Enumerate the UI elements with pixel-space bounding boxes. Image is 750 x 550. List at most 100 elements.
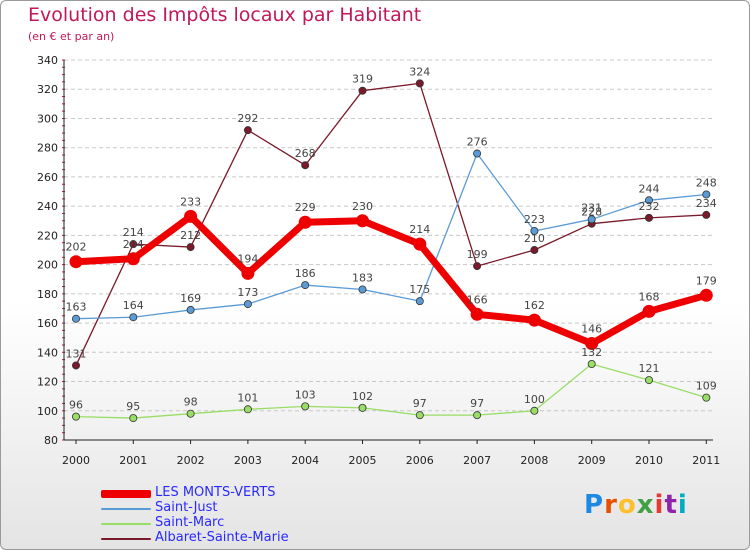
data-point (415, 297, 424, 306)
data-label: 232 (639, 200, 660, 213)
data-label: 248 (696, 176, 717, 189)
data-label: 229 (295, 201, 316, 214)
data-point (585, 337, 599, 351)
data-point (243, 405, 252, 414)
data-label: 324 (409, 65, 430, 78)
data-point (527, 313, 541, 327)
data-point (413, 237, 427, 251)
data-label: 168 (639, 290, 660, 303)
data-label: 97 (413, 397, 427, 410)
x-tick-label: 2011 (692, 454, 720, 467)
data-point (645, 376, 654, 385)
data-point (358, 403, 367, 412)
series-line (75, 152, 707, 320)
data-label: 169 (180, 292, 201, 305)
data-point (702, 210, 711, 219)
legend-label: Albaret-Sainte-Marie (155, 530, 289, 545)
data-point (243, 300, 252, 309)
x-tick-label: 2003 (234, 454, 262, 467)
legend-swatch (101, 523, 151, 525)
data-point (530, 245, 539, 254)
data-label: 175 (409, 283, 430, 296)
y-tick-label: 100 (37, 405, 58, 418)
data-point (129, 240, 138, 249)
x-tick-label: 2010 (635, 454, 663, 467)
y-tick-label: 140 (37, 346, 58, 359)
data-label: 97 (470, 397, 484, 410)
legend-item: Saint-Just (101, 500, 361, 516)
data-point (184, 209, 198, 223)
legend-label: Saint-Just (155, 500, 218, 515)
data-label: 163 (66, 301, 87, 314)
legend-item: LES MONTS-VERTS (101, 485, 361, 501)
x-tick-label: 2001 (119, 454, 147, 467)
data-label: 103 (295, 388, 316, 401)
data-label: 121 (639, 362, 660, 375)
data-label: 101 (237, 391, 258, 404)
data-label: 231 (581, 201, 602, 214)
data-label: 223 (524, 213, 545, 226)
logo-letter: P (584, 490, 605, 520)
data-label: 162 (524, 299, 545, 312)
x-tick-label: 2008 (520, 454, 548, 467)
grid (64, 59, 713, 412)
data-label: 194 (237, 252, 258, 265)
data-label: 173 (237, 286, 258, 299)
data-label: 166 (467, 293, 488, 306)
data-point (301, 281, 310, 290)
data-label: 100 (524, 393, 545, 406)
data-point (72, 412, 81, 421)
data-label: 183 (352, 271, 373, 284)
axes: 80 100 120 140 160 180 200 220 240 260 280 300 320 34… (37, 54, 720, 467)
x-tick-label: 2000 (62, 454, 90, 467)
data-label: 234 (696, 197, 717, 210)
data-point (415, 411, 424, 420)
data-point (358, 285, 367, 294)
data-point (473, 262, 482, 271)
data-label: 199 (467, 248, 488, 261)
x-tick-label: 2009 (578, 454, 606, 467)
y-tick-label: 300 (37, 112, 58, 125)
data-point (470, 307, 484, 321)
legend-item: Saint-Marc (101, 515, 361, 531)
data-point (301, 402, 310, 411)
data-point (72, 314, 81, 323)
legend-item: Albaret-Sainte-Marie (101, 530, 361, 546)
data-label: 96 (69, 399, 83, 412)
data-point (358, 86, 367, 95)
data-point (298, 215, 312, 229)
logo-letter: o (617, 490, 637, 520)
data-point (301, 161, 310, 170)
logo-letter: x (636, 490, 655, 520)
proxiti-logo: Proxiti (584, 490, 688, 520)
data-label: 146 (581, 323, 602, 336)
y-tick-label: 260 (37, 171, 58, 184)
data-point (587, 215, 596, 224)
legend: LES MONTS-VERTS Saint-Just Saint-Marc Al… (101, 485, 361, 546)
chart-title: Evolution des Impôts locaux par Habitant (28, 4, 422, 26)
data-label: 179 (696, 274, 717, 287)
chart-subtitle: (en € et par an) (28, 30, 115, 43)
data-label: 268 (295, 147, 316, 160)
logo-letter: r (604, 490, 618, 520)
data-point (69, 255, 83, 269)
legend-label: Saint-Marc (155, 515, 225, 530)
data-point (642, 304, 656, 318)
y-tick-label: 220 (37, 229, 58, 242)
y-tick-label: 180 (37, 288, 58, 301)
y-tick-label: 280 (37, 142, 58, 155)
logo-letter: i (677, 490, 688, 520)
logo-letter: i (654, 490, 665, 520)
data-point (186, 243, 195, 252)
data-point (186, 305, 195, 314)
data-point (129, 313, 138, 322)
data-point (702, 190, 711, 199)
x-tick-label: 2007 (463, 454, 491, 467)
y-tick-label: 80 (44, 434, 58, 447)
data-label: 212 (180, 229, 201, 242)
logo-letter: t (664, 490, 678, 520)
data-label: 210 (524, 232, 545, 245)
series-line (75, 82, 707, 366)
